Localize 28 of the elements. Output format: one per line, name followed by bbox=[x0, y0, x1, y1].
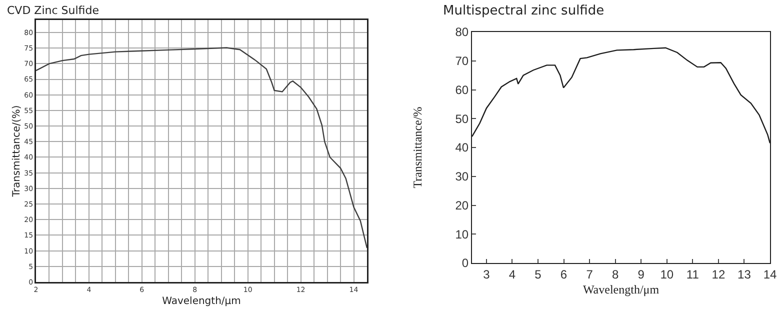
y-tick-label: 10 bbox=[455, 227, 469, 242]
y-tick-label: 30 bbox=[455, 170, 469, 184]
y-tick-label: 40 bbox=[455, 140, 469, 155]
x-tick-label: 6 bbox=[560, 267, 568, 282]
x-tick-label: 10 bbox=[660, 267, 674, 282]
y-tick-label: 60 bbox=[455, 82, 469, 97]
y-tick-label: 20 bbox=[455, 198, 469, 212]
y-tick-label: 80 bbox=[455, 25, 469, 40]
x-tick-label: 11 bbox=[686, 267, 700, 282]
x-axis-title: Wavelength/μm bbox=[582, 282, 660, 296]
x-tick-label: 4 bbox=[508, 267, 516, 282]
x-tick-label: 8 bbox=[612, 267, 619, 282]
x-tick-label: 5 bbox=[534, 267, 542, 282]
y-tick-label: 0 bbox=[462, 256, 469, 270]
y-tick-label: 50 bbox=[455, 112, 469, 126]
chart-title: Multispectral zinc sulfide bbox=[443, 4, 604, 19]
y-axis-title: Transmittance/(%) bbox=[11, 105, 22, 198]
x-axis-title: Wavelength/μm bbox=[162, 296, 241, 308]
y-tick-label: 70 bbox=[455, 54, 469, 68]
x-tick-label: 14 bbox=[763, 267, 777, 282]
line-series bbox=[36, 47, 367, 249]
x-tick-label: 9 bbox=[638, 267, 645, 282]
x-tick-label: 7 bbox=[586, 267, 594, 282]
x-tick-label: 12 bbox=[712, 267, 726, 282]
x-tick-label: 13 bbox=[738, 267, 752, 282]
chart-title: CVD Zinc Sulfide bbox=[7, 4, 100, 17]
y-axis-title: Transmittance/% bbox=[410, 106, 425, 188]
x-tick-label: 3 bbox=[483, 267, 490, 282]
